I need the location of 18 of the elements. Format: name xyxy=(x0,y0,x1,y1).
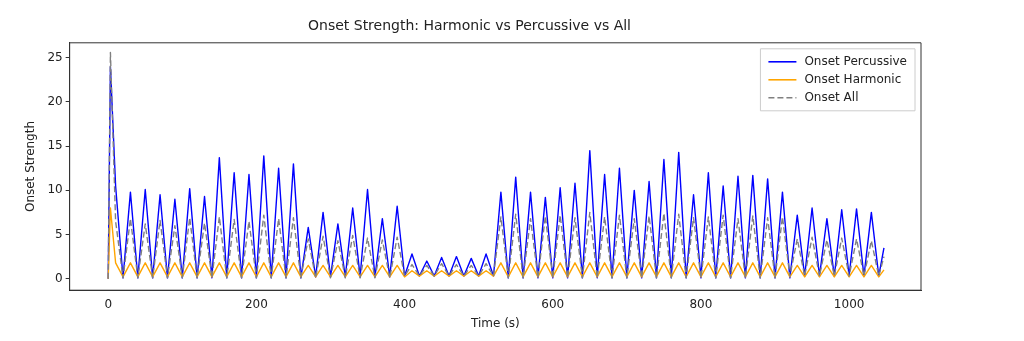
y-axis-title: Onset Strength xyxy=(23,120,38,213)
legend-label: Onset All xyxy=(804,89,859,104)
y-tick-label: 25 xyxy=(47,49,63,64)
x-tick-label: 400 xyxy=(393,296,417,311)
y-tick-label: 5 xyxy=(55,226,63,241)
legend-label: Onset Percussive xyxy=(804,53,907,68)
x-tick-label: 0 xyxy=(104,296,113,311)
y-tick-label: 10 xyxy=(47,182,63,197)
x-tick-label: 600 xyxy=(541,296,565,311)
y-tick-label: 15 xyxy=(47,138,63,153)
x-tick-label: 1000 xyxy=(833,296,865,311)
chart-title: Onset Strength: Harmonic vs Percussive vs All xyxy=(307,17,632,34)
legend-label: Onset Harmonic xyxy=(804,71,902,86)
x-tick-label: 800 xyxy=(689,296,713,311)
x-tick-label: 200 xyxy=(244,296,268,311)
y-tick-label: 0 xyxy=(55,270,63,285)
y-tick-label: 20 xyxy=(47,94,63,109)
x-axis-title: Time (s) xyxy=(469,315,520,330)
